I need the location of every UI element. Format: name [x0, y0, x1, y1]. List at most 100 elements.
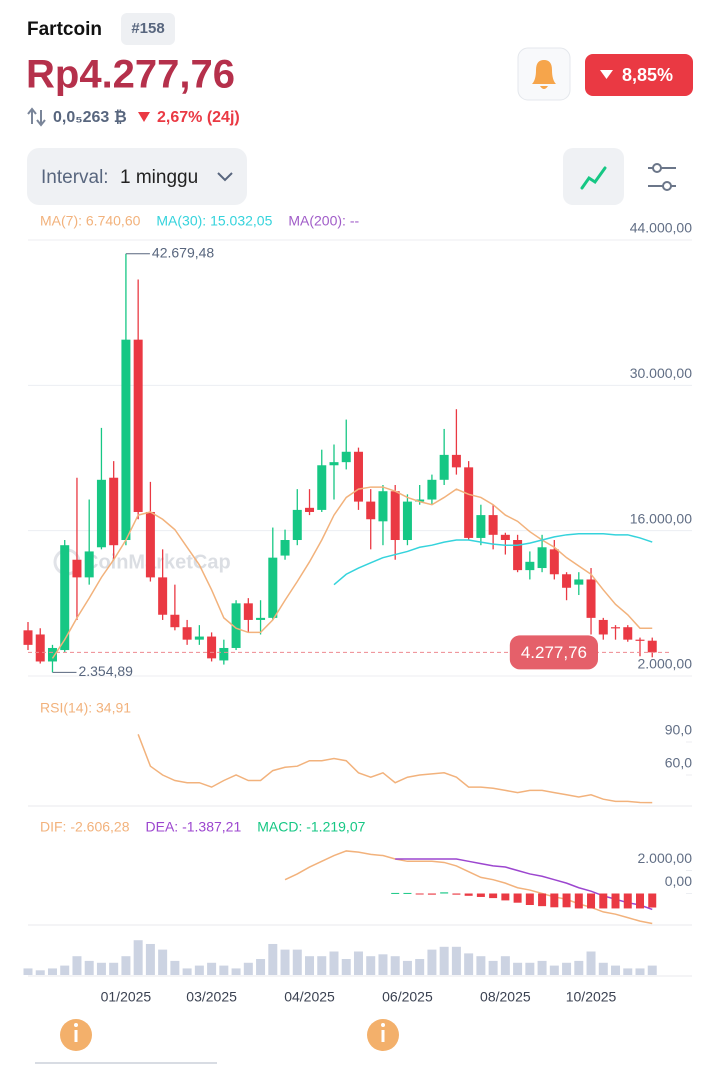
volume-bar	[170, 960, 180, 975]
macd-bar	[489, 893, 498, 899]
macd-bar	[427, 893, 436, 895]
volume-bar	[256, 959, 266, 975]
candle-body	[317, 465, 327, 510]
volume-bar	[96, 962, 106, 975]
volume-bar	[268, 943, 278, 975]
volume-bar	[488, 960, 498, 975]
candle-body	[464, 467, 474, 538]
volume-bar	[341, 959, 351, 975]
macd-bar	[415, 893, 424, 895]
volume-bar	[207, 962, 217, 975]
candle-body	[415, 499, 425, 502]
candle-body	[84, 551, 94, 578]
candle-body	[23, 630, 33, 645]
volume-bar	[47, 968, 57, 975]
volume-bar	[329, 951, 339, 975]
candle-body	[60, 545, 70, 651]
bell-icon	[532, 60, 556, 89]
volume-bar	[562, 962, 572, 975]
candle-body	[243, 603, 253, 620]
legend-entry: RSI(14): 34,91	[40, 700, 131, 716]
candle-body	[488, 515, 498, 535]
extreme-label: 2.354,89	[78, 663, 133, 679]
candle-body	[341, 451, 351, 463]
change-badge-text: 8,85%	[622, 65, 673, 85]
candle-body	[292, 509, 302, 541]
volume-bar	[586, 951, 596, 975]
volume-bar	[145, 943, 155, 975]
volume-bar	[464, 953, 474, 975]
interval-value: 1 minggu	[120, 167, 198, 188]
y-tick-label: 60,0	[665, 755, 692, 771]
volume-bar	[402, 960, 412, 975]
volume-bar	[647, 965, 657, 975]
interval-dropdown[interactable]	[27, 148, 247, 205]
settings-icon[interactable]	[648, 167, 676, 187]
x-tick-label: 08/2025	[480, 989, 531, 1005]
btc-price: 0,0₅263 ₿	[53, 108, 127, 126]
x-tick-label: 03/2025	[186, 989, 237, 1005]
candle-body	[194, 636, 204, 640]
volume-bar	[353, 951, 363, 975]
y-tick-label: 0,00	[665, 873, 692, 889]
extreme-label: 42.679,48	[152, 244, 214, 260]
candle-body	[378, 491, 388, 522]
y-tick-label: 2.000,00	[638, 850, 693, 866]
volume-bar	[574, 960, 584, 975]
candle-body	[353, 451, 363, 502]
swap-icon	[27, 107, 46, 127]
volume-bar	[194, 965, 204, 975]
line-chart-button[interactable]	[563, 148, 624, 205]
volume-bar	[451, 946, 461, 975]
macd-bar	[636, 893, 644, 909]
macd-bar	[501, 893, 510, 901]
settings-knob	[652, 163, 662, 173]
candle-body	[121, 339, 131, 541]
candle-body	[623, 627, 633, 640]
candle-body	[280, 540, 290, 556]
candle-body	[35, 634, 45, 662]
macd-bar	[513, 893, 522, 903]
series-line	[137, 734, 653, 804]
macd-bar	[648, 893, 657, 908]
volume-bar	[611, 965, 621, 975]
last-price-badge	[509, 635, 598, 670]
y-tick-label: 16.000,00	[630, 510, 692, 526]
volume-bar	[635, 968, 645, 975]
series-line	[333, 533, 653, 586]
candle-body	[635, 639, 645, 641]
candle-body	[402, 501, 412, 541]
candle-body	[329, 462, 339, 466]
candle-body	[72, 559, 82, 578]
candle-body	[647, 640, 657, 653]
info-glyph	[381, 1023, 385, 1027]
macd-bar	[599, 893, 608, 909]
macd-bar	[440, 892, 449, 894]
candle-body	[366, 501, 376, 520]
change-badge	[585, 54, 693, 96]
candle-body	[158, 577, 168, 615]
volume-bar	[35, 970, 45, 975]
volume-bar	[109, 962, 119, 975]
settings-knob	[662, 181, 672, 191]
macd-bar	[587, 893, 596, 909]
macd-bar	[525, 893, 534, 905]
candle-body	[537, 547, 547, 569]
volume-bar	[427, 949, 437, 975]
volume-bar	[292, 949, 302, 975]
candle-body	[427, 479, 437, 500]
candle-body	[305, 507, 315, 512]
y-tick-label: 90,0	[665, 722, 692, 738]
x-tick-label: 01/2025	[101, 989, 152, 1005]
volume-bar	[378, 954, 388, 975]
candle-body	[268, 557, 278, 618]
candle-body	[219, 647, 229, 661]
volume-bar	[60, 965, 70, 975]
candle-body	[133, 339, 143, 512]
x-tick-label: 06/2025	[382, 989, 433, 1005]
info-glyph	[74, 1023, 78, 1027]
volume-bar	[537, 960, 547, 975]
x-tick-label: 10/2025	[566, 989, 617, 1005]
candle-body	[256, 617, 266, 620]
